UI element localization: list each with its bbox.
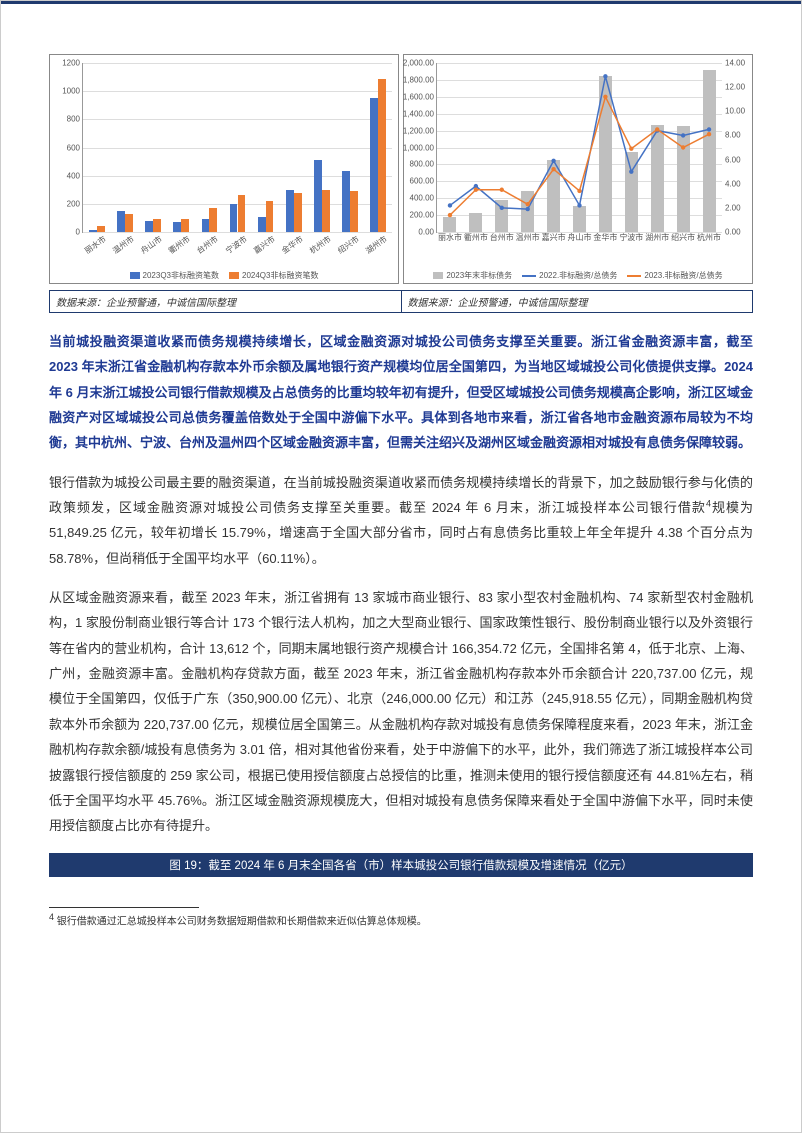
chart-left-legend: 2023Q3非标融资笔数 2024Q3非标融资笔数 — [50, 270, 398, 281]
footnote-separator — [49, 907, 199, 908]
chart-left: 020040060080010001200丽水市温州市舟山市衢州市台州市宁波市嘉… — [49, 54, 399, 284]
body-paragraph-2: 从区域金融资源来看，截至 2023 年末，浙江省拥有 13 家城市商业银行、83… — [49, 585, 753, 838]
source-left: 数据来源：企业预警通，中诚信国际整理 — [50, 291, 402, 313]
para1-a: 银行借款为城投公司最主要的融资渠道，在当前城投融资渠道收紧而债务规模持续增长的背… — [49, 475, 753, 515]
charts-row: 020040060080010001200丽水市温州市舟山市衢州市台州市宁波市嘉… — [49, 54, 753, 284]
chart-right: 0.00200.00400.00600.00800.001,000.001,20… — [403, 54, 753, 284]
source-right: 数据来源：企业预警通，中诚信国际整理 — [401, 291, 753, 313]
legend-label: 2022.非标融资/总债务 — [539, 270, 617, 281]
chart-right-legend: 2023年末非标债务 2022.非标融资/总债务 2023.非标融资/总债务 — [404, 270, 752, 281]
body-paragraph-1: 银行借款为城投公司最主要的融资渠道，在当前城投融资渠道收紧而债务规模持续增长的背… — [49, 470, 753, 571]
summary-paragraph: 当前城投融资渠道收紧而债务规模持续增长，区域金融资源对城投公司债务支撑至关重要。… — [49, 329, 753, 456]
figure-caption: 图 19：截至 2024 年 6 月末全国各省（市）样本城投公司银行借款规模及增… — [49, 853, 753, 877]
footnote: 4 银行借款通过汇总城投样本公司财务数据短期借款和长期借款来近似估算总体规模。 — [49, 912, 753, 927]
footnote-text: 银行借款通过汇总城投样本公司财务数据短期借款和长期借款来近似估算总体规模。 — [54, 916, 427, 927]
source-table: 数据来源：企业预警通，中诚信国际整理 数据来源：企业预警通，中诚信国际整理 — [49, 290, 753, 313]
legend-label: 2023Q3非标融资笔数 — [143, 270, 219, 281]
legend-label: 2023.非标融资/总债务 — [644, 270, 722, 281]
legend-label: 2023年末非标债务 — [446, 270, 512, 281]
legend-label: 2024Q3非标融资笔数 — [242, 270, 318, 281]
